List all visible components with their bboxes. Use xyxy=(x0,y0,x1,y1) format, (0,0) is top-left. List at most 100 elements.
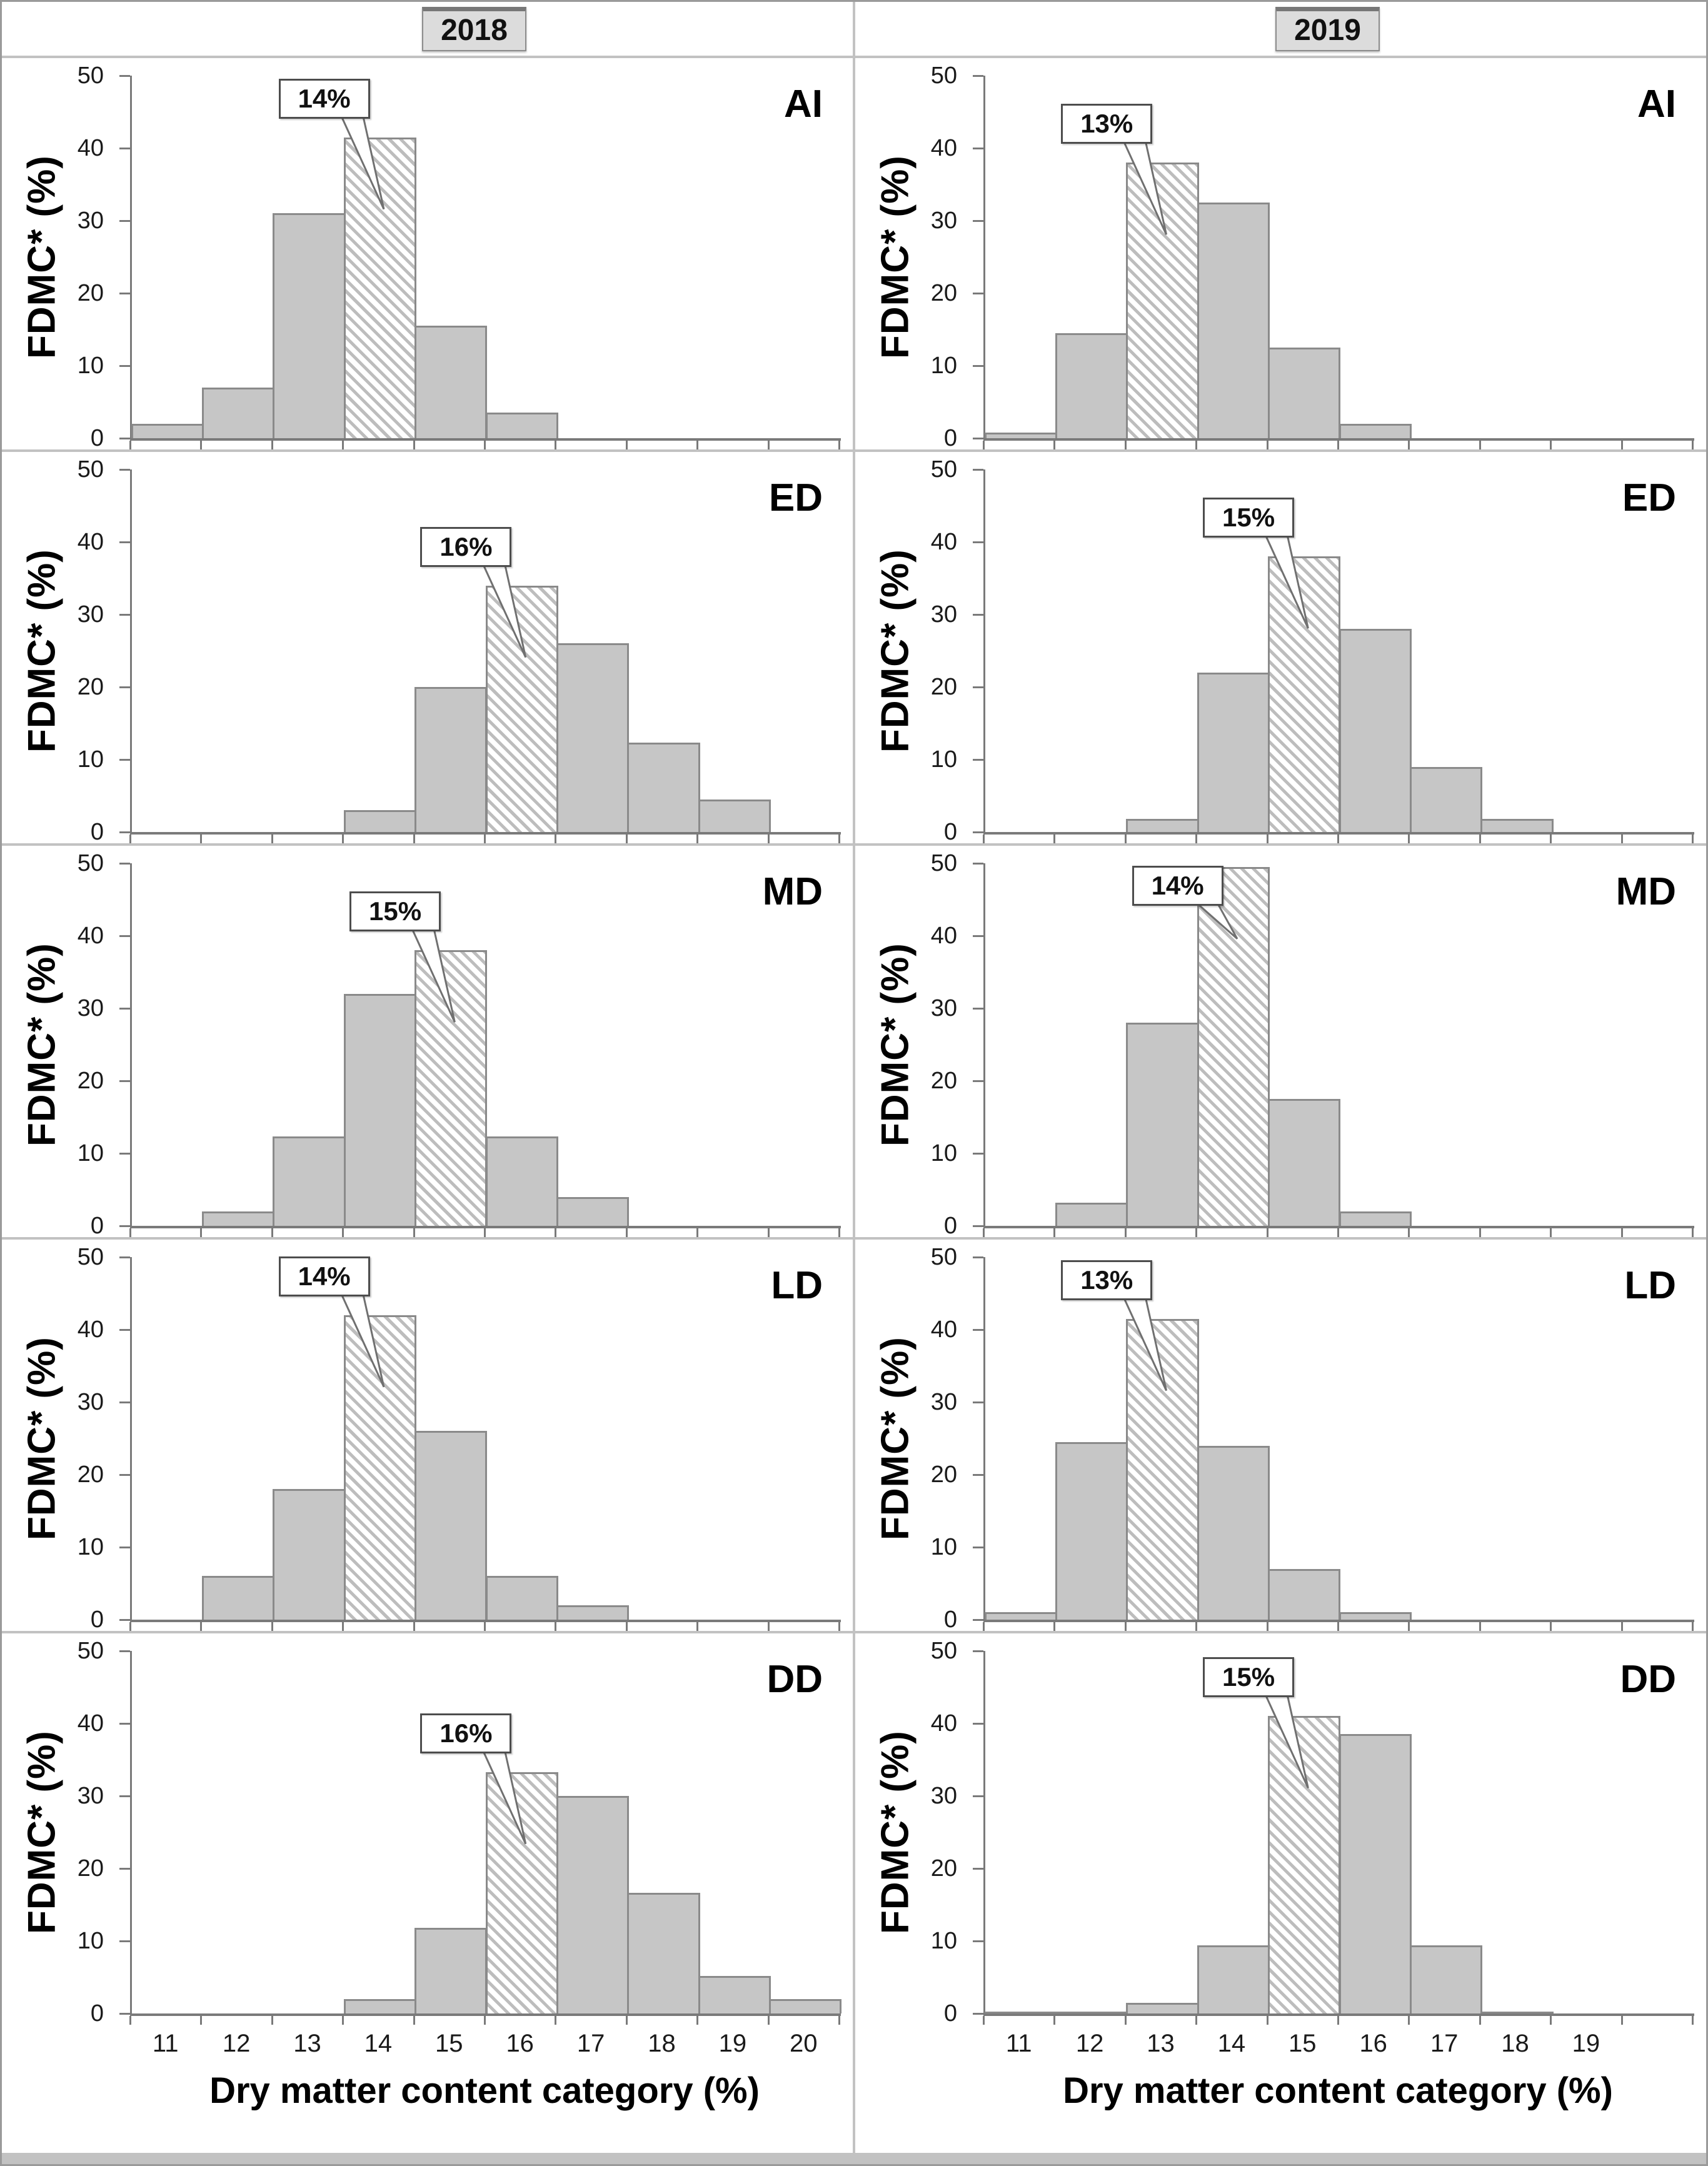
y-tick-mark xyxy=(973,365,983,367)
y-tick-label: 50 xyxy=(930,456,957,483)
bar-category-19 xyxy=(698,1976,771,2013)
callout-label: 14% xyxy=(278,78,370,119)
y-tick-mark xyxy=(119,1256,130,1258)
callout-label: 14% xyxy=(278,1256,370,1296)
y-tick-label: 50 xyxy=(930,1638,957,1664)
y-tick-mark xyxy=(973,614,983,616)
x-tick-mark xyxy=(342,835,344,843)
bar-category-12 xyxy=(201,1576,275,1620)
x-tick-mark xyxy=(696,1228,699,1237)
x-tick-label-17: 17 xyxy=(576,2030,605,2057)
x-tick-mark xyxy=(413,441,415,449)
x-tick-mark xyxy=(696,835,699,843)
x-tick-mark xyxy=(1266,1622,1268,1631)
bar-category-18 xyxy=(1480,2012,1554,2013)
x-tick-mark xyxy=(696,441,699,449)
y-tick-mark xyxy=(973,1940,983,1942)
x-tick-mark xyxy=(1195,835,1198,843)
x-tick-mark xyxy=(1337,1622,1339,1631)
y-tick-mark xyxy=(119,1619,130,1621)
x-tick-mark xyxy=(1408,1228,1410,1237)
bar-category-17 xyxy=(556,643,630,832)
y-tick-label: 40 xyxy=(930,923,957,949)
panel-label-DD-2018: DD xyxy=(766,1658,823,1701)
y-tick-label: 0 xyxy=(90,425,104,451)
y-tick-label: 30 xyxy=(930,601,957,628)
x-tick-mark xyxy=(1337,2016,1339,2025)
y-tick-mark xyxy=(119,686,130,688)
y-tick-mark xyxy=(119,365,130,367)
x-tick-mark xyxy=(767,2016,770,2025)
x-tick-mark xyxy=(1408,441,1410,449)
bar-category-11 xyxy=(984,2012,1057,2013)
x-tick-mark xyxy=(129,2016,131,2025)
bar-category-15 xyxy=(414,326,488,438)
y-tick-mark xyxy=(973,1547,983,1548)
x-tick-mark xyxy=(1550,2016,1552,2025)
x-tick-mark xyxy=(129,1622,131,1631)
bar-category-14 xyxy=(1197,203,1270,438)
x-tick-mark xyxy=(983,441,985,449)
y-tick-label: 10 xyxy=(930,746,957,773)
x-tick-mark xyxy=(555,1622,557,1631)
callout-label: 14% xyxy=(1132,865,1223,906)
y-tick-mark xyxy=(119,1401,130,1403)
x-tick-label-14: 14 xyxy=(364,2030,393,2057)
chart-panel-LD-2019: FDMC* (%) 0 10 20 30 40 50 13% LD xyxy=(855,1240,1706,1633)
y-tick-mark xyxy=(119,1329,130,1331)
x-tick-mark xyxy=(129,441,131,449)
y-axis-title: FDMC* (%) xyxy=(873,155,917,359)
x-tick-mark xyxy=(1620,835,1623,843)
bar-category-13 xyxy=(1126,2003,1199,2013)
y-tick-mark xyxy=(973,1080,983,1082)
y-tick-mark xyxy=(119,75,130,77)
x-tick-label-15: 15 xyxy=(1289,2030,1317,2057)
y-tick-mark xyxy=(973,438,983,439)
x-tick-mark xyxy=(1620,441,1623,449)
x-axis-title: Dry matter content category (%) xyxy=(209,2070,760,2111)
y-tick-mark xyxy=(119,831,130,833)
highlighted-bar-category-15 xyxy=(1268,556,1341,832)
x-tick-label-11: 11 xyxy=(152,2030,179,2057)
bar-category-13 xyxy=(273,1489,346,1620)
bar-category-16 xyxy=(1339,1734,1412,2013)
y-tick-label: 30 xyxy=(930,208,957,234)
bar-category-15 xyxy=(414,687,488,832)
bar-category-14 xyxy=(1197,1945,1270,2013)
y-tick-label: 20 xyxy=(930,1068,957,1094)
y-tick-label: 10 xyxy=(930,353,957,379)
y-tick-mark xyxy=(973,1723,983,1725)
bar-category-11 xyxy=(131,424,204,438)
x-tick-mark xyxy=(838,835,840,843)
y-tick-mark xyxy=(119,935,130,937)
y-tick-label: 30 xyxy=(930,1389,957,1415)
x-tick-mark xyxy=(342,441,344,449)
chart-panel-AI-2018: FDMC* (%) 0 10 20 30 40 50 14% AI xyxy=(2,58,853,451)
y-tick-label: 20 xyxy=(77,674,104,700)
y-tick-label: 10 xyxy=(77,1928,104,1954)
x-tick-mark xyxy=(1266,835,1268,843)
bar-category-12 xyxy=(1055,1203,1128,1226)
bar-category-17 xyxy=(1409,1945,1483,2013)
panel-label-MD-2018: MD xyxy=(762,870,823,913)
bar-category-12 xyxy=(1055,1442,1128,1620)
highlighted-bar-category-15 xyxy=(1268,1716,1341,2013)
bar-category-14 xyxy=(343,1999,417,2013)
x-tick-mark xyxy=(1124,1228,1127,1237)
x-tick-mark xyxy=(413,2016,415,2025)
callout-label: 16% xyxy=(420,526,512,567)
x-tick-mark xyxy=(1195,1622,1198,1631)
x-tick-mark xyxy=(838,1622,840,1631)
y-tick-label: 20 xyxy=(77,1462,104,1488)
x-tick-mark xyxy=(200,2016,203,2025)
y-tick-label: 30 xyxy=(77,1389,104,1415)
x-tick-mark xyxy=(1692,2016,1694,2025)
x-tick-mark xyxy=(555,1228,557,1237)
x-tick-mark xyxy=(1053,835,1056,843)
x-tick-mark xyxy=(484,2016,486,2025)
y-tick-label: 20 xyxy=(930,1462,957,1488)
y-tick-label: 0 xyxy=(943,1607,957,1633)
y-tick-label: 0 xyxy=(943,425,957,451)
panel-label-AI-2019: AI xyxy=(1637,83,1676,126)
x-tick-mark xyxy=(1266,1228,1268,1237)
